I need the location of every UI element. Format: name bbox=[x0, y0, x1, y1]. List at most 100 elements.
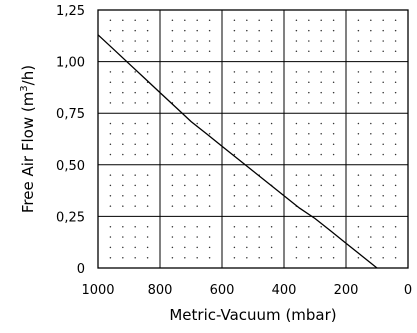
grid-dot bbox=[109, 81, 112, 83]
x-tick-label-3: 400 bbox=[272, 283, 297, 298]
grid-dot bbox=[258, 81, 260, 83]
grid-dot bbox=[308, 19, 310, 22]
grid-dot bbox=[332, 153, 335, 156]
grid-dot bbox=[394, 50, 397, 53]
grid-dot bbox=[308, 225, 310, 228]
grid-dot bbox=[295, 50, 298, 53]
grid-dot bbox=[382, 184, 384, 187]
grid-dot bbox=[370, 205, 372, 207]
grid-dot bbox=[134, 50, 136, 53]
grid-dot bbox=[332, 122, 335, 125]
grid-dot bbox=[134, 40, 136, 42]
grid-dot bbox=[320, 195, 322, 197]
grid-dot bbox=[208, 205, 211, 207]
grid-dot bbox=[258, 19, 260, 22]
grid-dot bbox=[134, 29, 136, 32]
grid-dot bbox=[320, 153, 322, 156]
grid-dot bbox=[382, 143, 384, 145]
grid-dot bbox=[196, 205, 198, 207]
grid-dot bbox=[109, 246, 112, 249]
grid-dot bbox=[332, 246, 335, 249]
grid-dot bbox=[394, 236, 397, 238]
grid-dot bbox=[308, 246, 310, 249]
grid-dot bbox=[382, 81, 384, 83]
series-line-0 bbox=[97, 34, 378, 269]
grid-dot bbox=[394, 40, 397, 42]
grid-dot bbox=[184, 246, 186, 249]
grid-dot bbox=[270, 29, 273, 32]
grid-dot bbox=[109, 205, 112, 207]
grid-dot bbox=[270, 236, 273, 238]
grid-dot bbox=[246, 256, 248, 259]
grid-dot bbox=[246, 236, 248, 238]
grid-dot bbox=[357, 19, 360, 22]
grid-dot bbox=[394, 246, 397, 249]
grid-dot bbox=[394, 19, 397, 22]
grid-dot bbox=[357, 91, 360, 94]
grid-dot bbox=[332, 133, 335, 135]
y-tick-label-5: 1,25 bbox=[56, 4, 85, 19]
grid-dot bbox=[382, 153, 384, 156]
grid-dot bbox=[270, 122, 273, 125]
grid-dot bbox=[246, 143, 248, 145]
grid-dot bbox=[258, 91, 260, 94]
grid-dot bbox=[357, 122, 360, 125]
grid-dot bbox=[122, 91, 124, 94]
grid-dot bbox=[320, 50, 322, 53]
grid-dot bbox=[394, 81, 397, 83]
grid-dot bbox=[196, 225, 198, 228]
grid-dot bbox=[246, 246, 248, 249]
grid-dot bbox=[357, 50, 360, 53]
grid-dot bbox=[258, 40, 260, 42]
grid-dot bbox=[295, 184, 298, 187]
grid-dot bbox=[196, 143, 198, 145]
grid-dot bbox=[122, 19, 124, 22]
grid-dot bbox=[233, 153, 236, 156]
grid-dot bbox=[196, 102, 198, 104]
grid-dot bbox=[370, 184, 372, 187]
grid-dot bbox=[208, 133, 211, 135]
grid-dot bbox=[382, 91, 384, 94]
grid-dot bbox=[146, 143, 149, 145]
grid-dot bbox=[370, 256, 372, 259]
grid-dot bbox=[171, 91, 174, 94]
grid-dot bbox=[308, 50, 310, 53]
grid-dot bbox=[109, 184, 112, 187]
grid-dot bbox=[370, 143, 372, 145]
grid-dot bbox=[171, 71, 174, 73]
grid-dot bbox=[382, 236, 384, 238]
grid-dot bbox=[171, 81, 174, 83]
grid-dot bbox=[394, 174, 397, 176]
grid-dot bbox=[208, 50, 211, 53]
grid-dot bbox=[146, 256, 149, 259]
grid-dot bbox=[146, 102, 149, 104]
grid-dot bbox=[258, 143, 260, 145]
grid-dot bbox=[332, 40, 335, 42]
grid-dot bbox=[196, 81, 198, 83]
grid-dot bbox=[357, 195, 360, 197]
grid-dot bbox=[394, 195, 397, 197]
grid-dot bbox=[146, 153, 149, 156]
grid-dot bbox=[332, 195, 335, 197]
grid-dot bbox=[370, 102, 372, 104]
grid-dot bbox=[320, 133, 322, 135]
grid-dot bbox=[184, 225, 186, 228]
grid-dot bbox=[146, 225, 149, 228]
grid-dot bbox=[394, 91, 397, 94]
grid-dot bbox=[134, 19, 136, 22]
grid-dot bbox=[208, 256, 211, 259]
grid-dot bbox=[382, 19, 384, 22]
grid-dot bbox=[258, 205, 260, 207]
grid-dot bbox=[308, 91, 310, 94]
grid-dot bbox=[146, 122, 149, 125]
grid-dot bbox=[184, 19, 186, 22]
grid-dot bbox=[332, 71, 335, 73]
grid-dot bbox=[246, 40, 248, 42]
grid-dot bbox=[233, 40, 236, 42]
grid-dot bbox=[270, 246, 273, 249]
grid-dot bbox=[295, 236, 298, 238]
grid-dot bbox=[109, 143, 112, 145]
grid-dot bbox=[320, 225, 322, 228]
grid-dot bbox=[394, 256, 397, 259]
grid-dot bbox=[295, 122, 298, 125]
